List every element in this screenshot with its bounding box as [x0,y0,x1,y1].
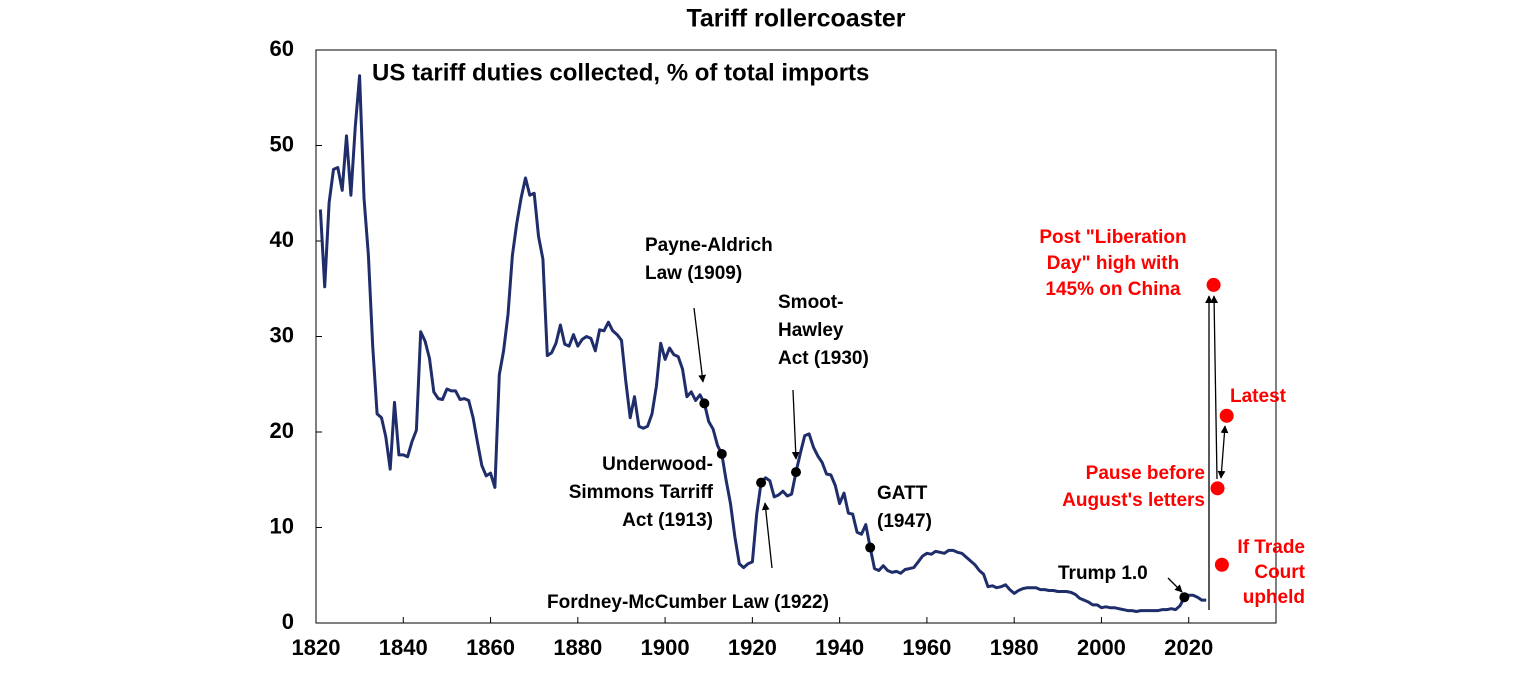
x-tick-label: 1900 [641,635,690,660]
chart-subtitle: US tariff duties collected, % of total i… [372,59,869,86]
arrows [693,295,1229,610]
y-tick-label: 50 [270,131,294,156]
y-tick-label: 10 [270,513,294,538]
annotation-label: Pause before [1086,463,1205,484]
x-tick-label: 2020 [1164,635,1213,660]
annotation-label: August's letters [1062,490,1205,511]
annotation-label: Court [1254,562,1305,583]
annotation-point [1206,277,1221,292]
data-line [318,74,1207,613]
x-tick-label: 1840 [379,635,428,660]
y-tick-label: 0 [282,609,294,634]
annotation-point [1210,481,1225,496]
annotation-label: GATT [877,483,928,504]
annotation-label: Fordney-McCumber Law (1922) [547,592,829,613]
annotation-label: Underwood- [602,454,713,475]
annotation-point [716,448,727,459]
x-tick-label: 1920 [728,635,777,660]
x-tick-label: 1820 [292,635,341,660]
y-tick-label: 30 [270,322,294,347]
annotation-point [791,467,801,478]
annotation-point [1219,408,1234,423]
annotation-point [699,398,710,409]
y-tick-label: 40 [270,227,294,252]
annotation-label: Smoot- [778,292,843,313]
chart-title: Tariff rollercoaster [686,5,905,33]
x-tick-label: 1960 [902,635,951,660]
annotation-label: Act (1930) [778,348,869,369]
annotation-label: Latest [1230,386,1287,407]
annotation-label: Law (1909) [645,263,742,284]
y-tick-label: 60 [270,36,294,61]
x-tick-label: 1880 [553,635,602,660]
annotation-point [1179,592,1190,603]
annotation-point [756,477,767,488]
x-tick-label: 2000 [1077,635,1126,660]
annotation-label: (1947) [877,511,932,532]
x-tick-label: 1980 [990,635,1039,660]
annotation-label: Post "Liberation [1039,227,1186,248]
x-tick-label: 1940 [815,635,864,660]
x-tick-label: 1860 [466,635,515,660]
annotation-point [1214,557,1229,572]
annotation-label: Payne-Aldrich [645,235,773,256]
y-tick-label: 20 [270,418,294,443]
annotation-label: Act (1913) [622,510,713,531]
annotation-label: Trump 1.0 [1058,563,1148,584]
annotation-label: Hawley [778,320,844,341]
annotation-label: 145% on China [1045,279,1181,300]
annotation-label: If Trade [1237,537,1305,558]
annotation-label: Simmons Tarriff [569,482,714,503]
annotation-label: upheld [1243,587,1305,608]
annotation-point [865,542,876,553]
annotation-label: Day" high with [1047,253,1180,274]
